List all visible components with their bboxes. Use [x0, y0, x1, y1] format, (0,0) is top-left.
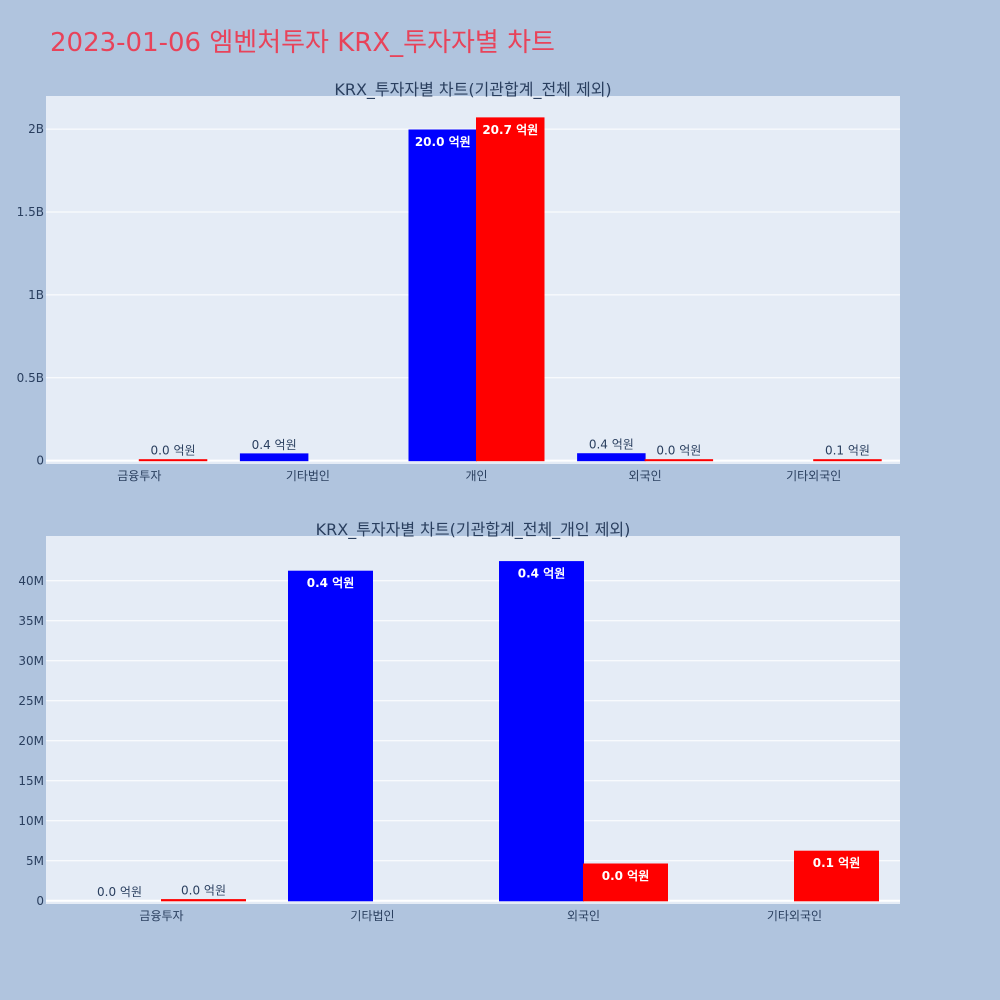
x-tick-label: 기타외국인: [767, 909, 822, 923]
bar: [794, 850, 879, 902]
x-tick-label: 금융투자: [117, 469, 161, 483]
x-tick-label: 금융투자: [139, 909, 183, 923]
x-tick-label: 외국인: [629, 469, 662, 483]
y-tick-label: 25M: [18, 694, 44, 708]
bar: [288, 570, 373, 902]
y-tick-label: 20M: [18, 734, 44, 748]
chart-title: KRX_투자자별 차트(기관합계_전체 제외): [334, 80, 611, 100]
bar: [813, 459, 882, 462]
y-tick-label: 30M: [18, 654, 44, 668]
chart-title: KRX_투자자별 차트(기관합계_전체_개인 제외): [316, 520, 631, 540]
data-label: 0.0 억원: [656, 444, 701, 458]
x-tick-label: 기타외국인: [786, 469, 841, 483]
y-tick-label: 0.5B: [17, 371, 44, 385]
y-tick-label: 2B: [28, 122, 44, 136]
data-label: 0.0 억원: [97, 885, 142, 899]
bar: [138, 459, 208, 462]
bar: [408, 129, 477, 462]
data-label: 0.4 억원: [307, 576, 355, 590]
data-label: 0.4 억원: [518, 567, 566, 581]
bar: [644, 459, 714, 462]
data-label: 20.0 억원: [415, 135, 471, 149]
y-tick-label: 10M: [18, 814, 44, 828]
data-label: 0.4 억원: [589, 438, 634, 452]
page-title: 2023-01-06 엠벤처투자 KRX_투자자별 차트: [50, 28, 555, 58]
x-tick-label: 기타법인: [286, 469, 330, 483]
y-tick-label: 0: [36, 454, 44, 468]
bar-chart-top: 0 0.5B 1B 1.5B 2B KRX_투자자별 차트(기관합계_전체 제외) 금융투자…: [17, 80, 900, 483]
data-label: 0.1 억원: [825, 444, 870, 458]
data-label: 20.7 억원: [482, 123, 538, 137]
y-tick-label: 40M: [18, 574, 44, 588]
bar-chart-bottom: 0 5M 10M 15M 20M 25M 30M 35M 40M KRX_투자자별 차트(기관합계…: [18, 520, 900, 923]
bar: [476, 117, 545, 462]
y-tick-label: 0: [36, 894, 44, 908]
y-tick-label: 5M: [26, 854, 44, 868]
y-tick-label: 1.5B: [17, 205, 44, 219]
x-tick-label: 외국인: [567, 909, 600, 923]
bar: [239, 453, 309, 462]
data-label: 0.0 억원: [181, 884, 226, 898]
data-label: 0.0 억원: [602, 869, 650, 883]
y-tick-label: 35M: [18, 614, 44, 628]
x-tick-label: 기타법인: [350, 909, 394, 923]
plot-area: [46, 536, 900, 904]
y-tick-label: 15M: [18, 774, 44, 788]
data-label: 0.1 억원: [813, 856, 861, 870]
data-label: 0.4 억원: [252, 438, 297, 452]
x-tick-label: 개인: [465, 469, 487, 483]
data-label: 0.0 억원: [151, 444, 196, 458]
bar: [499, 561, 584, 902]
bar: [583, 863, 668, 902]
bar: [161, 899, 246, 902]
y-tick-label: 1B: [28, 288, 44, 302]
bar: [577, 453, 646, 462]
